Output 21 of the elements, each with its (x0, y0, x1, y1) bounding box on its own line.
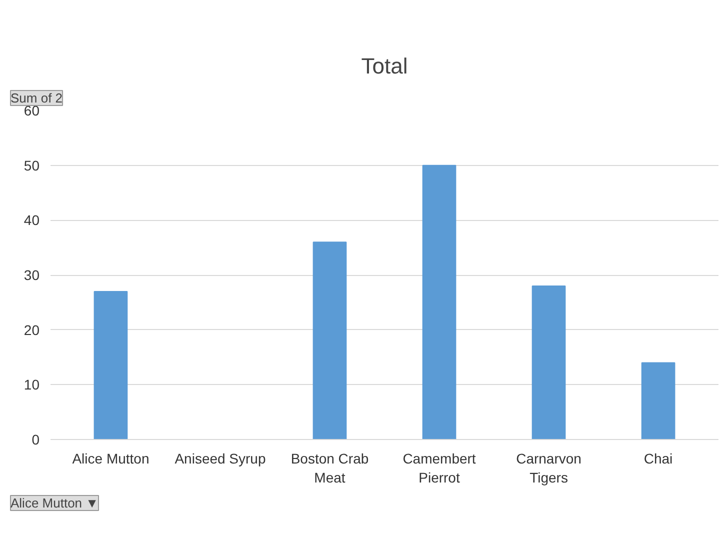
y-tick-label: 30 (24, 267, 40, 283)
bar (532, 285, 566, 440)
bar (422, 164, 456, 440)
y-tick-label: 60 (24, 102, 40, 118)
bar (94, 290, 128, 440)
text: Sum of 2 (10, 90, 63, 106)
y-tick-label: 10 (24, 376, 40, 393)
y-tick-label: 20 (24, 322, 40, 338)
x-tick-label: Camembert Pierrot (402, 450, 476, 486)
bar (312, 242, 347, 440)
x-tick-label: Aniseed Syrup (174, 450, 266, 466)
bar (641, 362, 676, 440)
chart-title: Total (361, 54, 408, 78)
x-tick-label: Alice Mutton (72, 450, 150, 466)
x-tick-label: Boston Crab Meat (290, 450, 369, 486)
y-tick-label: 50 (24, 157, 40, 174)
text: Alice Mutton ▼ (10, 496, 99, 510)
x-tick-label: Chai (644, 450, 673, 466)
x-tick-label: Carnarvon Tigers (516, 450, 582, 486)
y-tick-label: 40 (24, 212, 40, 228)
y-tick-label: 0 (32, 432, 40, 448)
